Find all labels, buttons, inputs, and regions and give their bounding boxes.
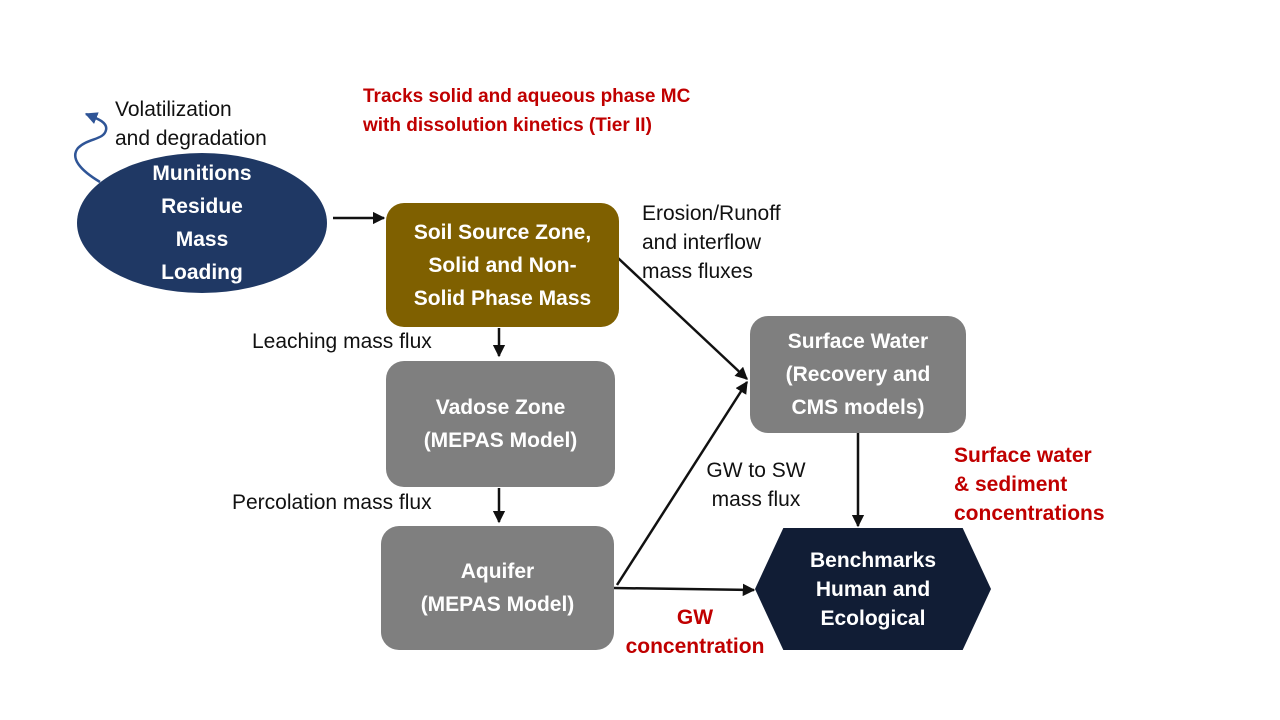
volatilization-arrow <box>74 112 108 184</box>
gw-to-sw-label: GW to SW mass flux <box>686 456 826 514</box>
benchmarks-line-3: Ecological <box>820 606 926 630</box>
gw-to-sw-line-1: GW to SW <box>706 459 806 482</box>
aquifer-node: Aquifer (MEPAS Model) <box>381 526 614 650</box>
vadose-line-1: Vadose Zone <box>435 396 566 419</box>
erosion-runoff-label: Erosion/Runoff and interflow mass fluxes <box>642 199 781 286</box>
surface-water-line-2: (Recovery and <box>785 363 931 386</box>
arrow-erosion-runoff <box>617 257 748 380</box>
gw-output-line-1: GW <box>676 606 714 629</box>
gw-output-line-2: concentration <box>625 635 765 658</box>
volatilization-line-2: and degradation <box>115 127 267 150</box>
leaching-mass-flux-label: Leaching mass flux <box>252 330 432 353</box>
soil-source-line-2: Solid and Non- <box>428 253 577 277</box>
benchmarks-line-1: Benchmarks <box>809 548 937 572</box>
erosion-line-3: mass fluxes <box>642 260 753 283</box>
surface-water-node: Surface Water (Recovery and CMS models) <box>750 316 966 433</box>
surface-output-line-3: concentrations <box>954 502 1105 525</box>
vadose-zone-node: Vadose Zone (MEPAS Model) <box>386 361 615 487</box>
munitions-residue-node: Munitions Residue Mass Loading <box>77 153 327 293</box>
benchmarks-node: Benchmarks Human and Ecological <box>755 528 991 650</box>
soil-source-line-1: Soil Source Zone, <box>413 220 592 244</box>
surface-water-line-3: CMS models) <box>791 396 925 419</box>
volatilization-label: Volatilization and degradation <box>115 95 267 153</box>
gw-to-sw-line-2: mass flux <box>711 488 801 511</box>
percolation-mass-flux-label: Percolation mass flux <box>232 491 432 514</box>
tier-note-line-1: Tracks solid and aqueous phase MC <box>363 86 691 107</box>
munitions-line-1: Munitions <box>152 162 252 185</box>
vadose-line-2: (MEPAS Model) <box>423 429 578 452</box>
surface-water-concentrations-label: Surface water & sediment concentrations <box>954 441 1105 528</box>
surface-water-line-1: Surface Water <box>787 330 929 353</box>
tier-ii-note: Tracks solid and aqueous phase MC with d… <box>363 82 690 140</box>
munitions-line-3: Mass <box>175 228 229 251</box>
gw-concentration-label: GW concentration <box>612 603 778 661</box>
aquifer-line-2: (MEPAS Model) <box>420 593 575 616</box>
aquifer-line-1: Aquifer <box>460 560 535 583</box>
surface-output-line-1: Surface water <box>954 444 1092 467</box>
volatilization-line-1: Volatilization <box>115 98 232 121</box>
erosion-line-1: Erosion/Runoff <box>642 202 781 225</box>
tier-note-line-2: with dissolution kinetics (Tier II) <box>363 115 652 136</box>
erosion-line-2: and interflow <box>642 231 762 254</box>
surface-output-line-2: & sediment <box>954 473 1068 496</box>
benchmarks-line-2: Human and <box>815 577 931 601</box>
soil-source-line-3: Solid Phase Mass <box>413 286 592 310</box>
munitions-line-4: Loading <box>161 261 243 284</box>
arrow-gw-to-sw <box>615 380 749 586</box>
arrow-gw-to-benchmarks <box>613 583 756 597</box>
munitions-line-2: Residue <box>161 195 243 218</box>
soil-source-zone-node: Soil Source Zone, Solid and Non- Solid P… <box>386 203 619 327</box>
